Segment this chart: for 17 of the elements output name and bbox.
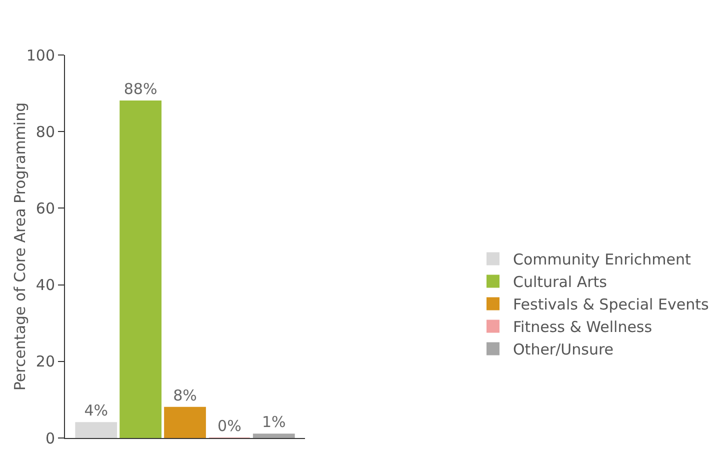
data-label: 8%: [173, 386, 197, 404]
data-label: 4%: [84, 402, 108, 420]
y-axis-title: Percentage of Core Area Programming: [11, 102, 29, 391]
legend-label: Other/Unsure: [513, 340, 614, 359]
data-label: 88%: [124, 80, 158, 98]
y-tick-label: 100: [26, 46, 55, 64]
y-tick-label: 80: [36, 122, 55, 141]
y-tick-label: 60: [36, 199, 55, 218]
y-tick-label: 0: [45, 429, 55, 448]
legend-label: Festivals & Special Events: [513, 296, 709, 314]
data-label: 1%: [262, 413, 286, 432]
y-tick-label: 20: [36, 352, 55, 371]
y-tick-label: 40: [36, 276, 55, 294]
legend-label: Community Enrichment: [513, 250, 691, 269]
data-label: 0%: [218, 417, 242, 435]
legend-label: Fitness & Wellness: [513, 318, 652, 336]
legend-label: Cultural Arts: [513, 273, 608, 292]
